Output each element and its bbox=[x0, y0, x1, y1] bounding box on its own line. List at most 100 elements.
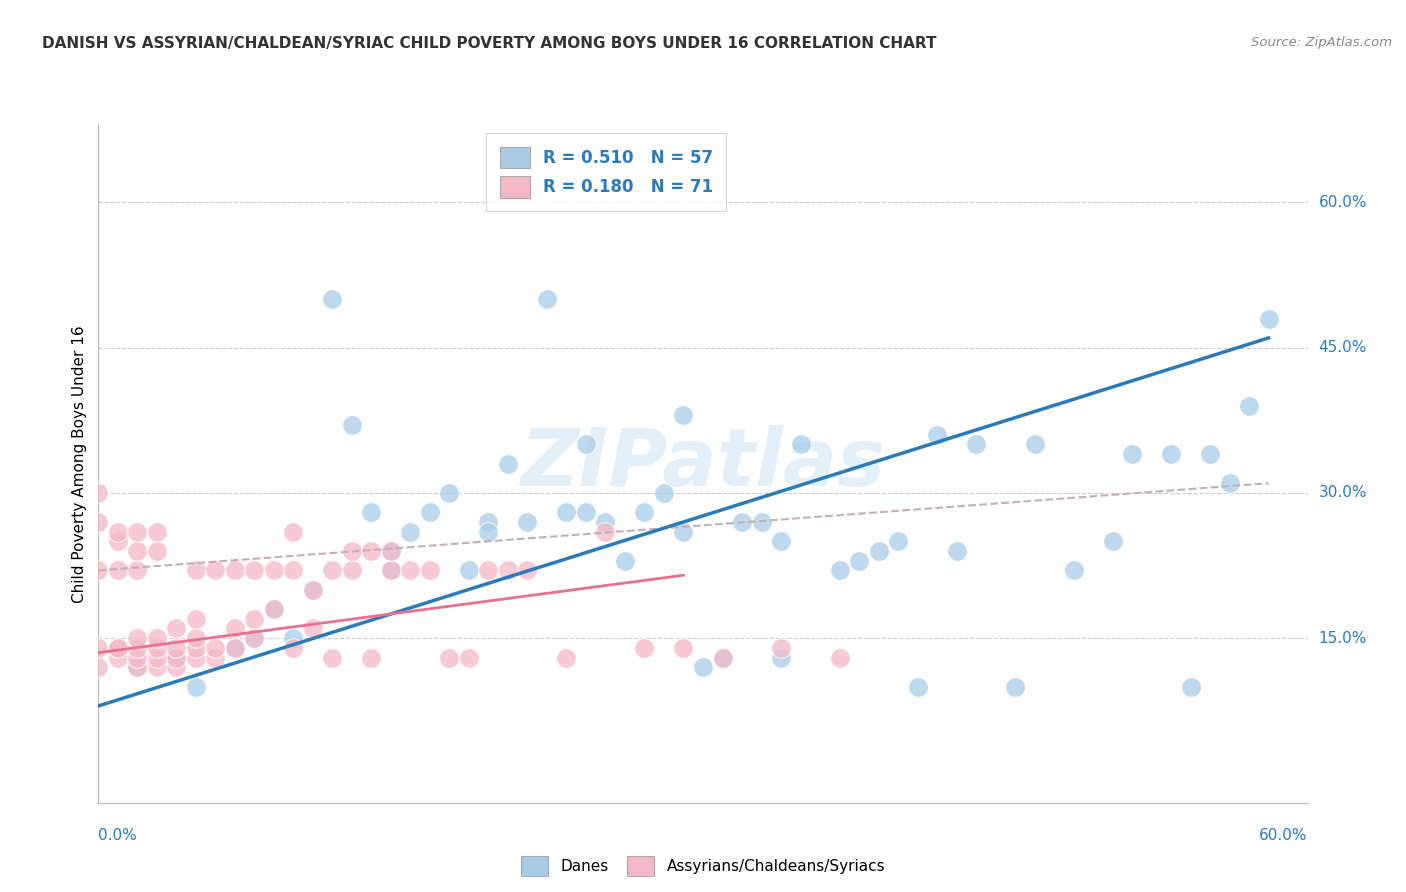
Point bbox=[224, 622, 246, 636]
Point bbox=[302, 582, 325, 597]
Point bbox=[184, 612, 207, 626]
Point bbox=[458, 563, 481, 577]
Point bbox=[107, 640, 129, 655]
Point bbox=[419, 563, 441, 577]
Point bbox=[321, 650, 343, 665]
Point bbox=[87, 660, 110, 674]
Point bbox=[1237, 399, 1260, 413]
Point bbox=[263, 602, 285, 616]
Point bbox=[146, 631, 169, 645]
Point bbox=[887, 534, 910, 549]
Point bbox=[146, 650, 169, 665]
Point bbox=[107, 524, 129, 539]
Point bbox=[243, 612, 266, 626]
Point bbox=[380, 563, 402, 577]
Point bbox=[204, 640, 226, 655]
Point bbox=[283, 524, 305, 539]
Point bbox=[907, 680, 929, 694]
Point bbox=[146, 640, 169, 655]
Point bbox=[146, 660, 169, 674]
Point bbox=[477, 515, 499, 529]
Point bbox=[945, 544, 967, 558]
Point bbox=[146, 544, 169, 558]
Point bbox=[419, 505, 441, 519]
Point bbox=[127, 640, 149, 655]
Point bbox=[107, 563, 129, 577]
Point bbox=[380, 544, 402, 558]
Point bbox=[555, 650, 578, 665]
Text: 60.0%: 60.0% bbox=[1319, 194, 1367, 210]
Point bbox=[340, 544, 363, 558]
Point bbox=[127, 660, 149, 674]
Point bbox=[321, 292, 343, 306]
Point bbox=[595, 515, 617, 529]
Point bbox=[1219, 476, 1241, 491]
Point bbox=[769, 650, 792, 665]
Point bbox=[672, 524, 695, 539]
Point bbox=[828, 563, 851, 577]
Point bbox=[340, 418, 363, 433]
Point bbox=[652, 486, 675, 500]
Point bbox=[360, 544, 382, 558]
Point bbox=[633, 505, 655, 519]
Point bbox=[107, 650, 129, 665]
Point bbox=[204, 563, 226, 577]
Point bbox=[848, 554, 870, 568]
Point bbox=[165, 650, 187, 665]
Point bbox=[1160, 447, 1182, 461]
Point bbox=[614, 554, 637, 568]
Text: ZIPatlas: ZIPatlas bbox=[520, 425, 886, 503]
Point bbox=[87, 563, 110, 577]
Point bbox=[458, 650, 481, 665]
Point bbox=[516, 563, 538, 577]
Point bbox=[127, 650, 149, 665]
Point bbox=[184, 650, 207, 665]
Point bbox=[868, 544, 890, 558]
Point bbox=[302, 582, 325, 597]
Point bbox=[146, 524, 169, 539]
Point bbox=[496, 563, 519, 577]
Point bbox=[789, 437, 811, 451]
Point bbox=[165, 640, 187, 655]
Point bbox=[127, 563, 149, 577]
Text: 15.0%: 15.0% bbox=[1319, 631, 1367, 646]
Point bbox=[925, 427, 948, 442]
Point bbox=[283, 563, 305, 577]
Point bbox=[184, 631, 207, 645]
Point bbox=[496, 457, 519, 471]
Point bbox=[380, 544, 402, 558]
Point bbox=[165, 650, 187, 665]
Point bbox=[283, 640, 305, 655]
Y-axis label: Child Poverty Among Boys Under 16: Child Poverty Among Boys Under 16 bbox=[72, 325, 87, 603]
Point bbox=[1257, 311, 1279, 326]
Point bbox=[1004, 680, 1026, 694]
Text: 60.0%: 60.0% bbox=[1260, 828, 1308, 843]
Point bbox=[595, 524, 617, 539]
Point bbox=[380, 563, 402, 577]
Point bbox=[184, 680, 207, 694]
Point bbox=[439, 486, 461, 500]
Point bbox=[1101, 534, 1123, 549]
Point bbox=[1024, 437, 1046, 451]
Point bbox=[711, 650, 734, 665]
Point bbox=[87, 486, 110, 500]
Point bbox=[107, 534, 129, 549]
Point bbox=[575, 437, 598, 451]
Point bbox=[439, 650, 461, 665]
Point bbox=[672, 640, 695, 655]
Point bbox=[769, 534, 792, 549]
Point bbox=[965, 437, 987, 451]
Point bbox=[204, 650, 226, 665]
Point bbox=[302, 622, 325, 636]
Point bbox=[127, 631, 149, 645]
Point bbox=[751, 515, 773, 529]
Point bbox=[1199, 447, 1222, 461]
Point bbox=[87, 640, 110, 655]
Point bbox=[555, 505, 578, 519]
Point bbox=[243, 563, 266, 577]
Point bbox=[107, 640, 129, 655]
Text: 30.0%: 30.0% bbox=[1319, 485, 1367, 500]
Point bbox=[263, 563, 285, 577]
Point bbox=[224, 640, 246, 655]
Point bbox=[127, 660, 149, 674]
